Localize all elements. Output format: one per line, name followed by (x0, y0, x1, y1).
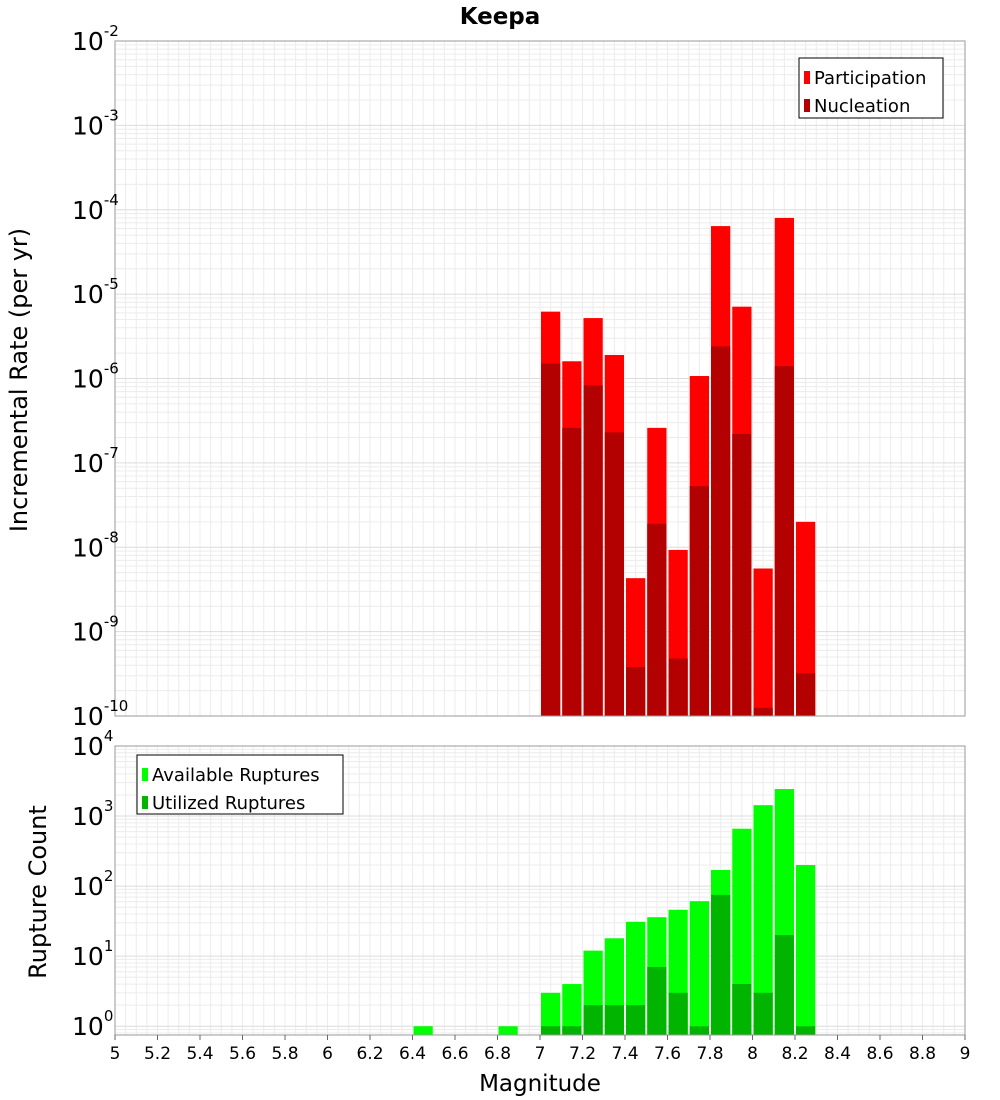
bar-nucleation (796, 673, 816, 716)
x-tick-label: 7.4 (611, 1044, 638, 1064)
bar-participation (796, 521, 816, 716)
bar-utilized-ruptures (583, 1005, 603, 1035)
y-tick-label: 10-6 (72, 360, 119, 394)
top-legend: Participation Nucleation (798, 57, 944, 119)
y-tick-label: 102 (72, 867, 113, 901)
bar-utilized-ruptures (626, 1005, 646, 1035)
top-y-axis-label: Incremental Rate (per yr) (5, 228, 33, 532)
bar-utilized-ruptures (562, 1026, 582, 1035)
bar-participation (753, 568, 773, 716)
x-tick-label: 6 (322, 1044, 333, 1064)
legend-label: Utilized Ruptures (152, 793, 305, 814)
y-tick-label: 10-7 (72, 444, 119, 478)
x-tick-label: 5.4 (186, 1044, 213, 1064)
top-plot-frame (114, 40, 966, 717)
y-tick-label: 10-2 (72, 22, 119, 56)
bar-utilized-ruptures (711, 894, 731, 1035)
x-tick-label: 6.6 (441, 1044, 468, 1064)
bottom-y-ticks: 104 103 102 101 100 (72, 727, 113, 1041)
y-tick-label: 100 (72, 1007, 113, 1041)
bottom-bars (413, 789, 816, 1035)
x-tick-label: 6.2 (356, 1044, 383, 1064)
legend-label: Participation (814, 68, 926, 89)
legend-label: Available Ruptures (152, 765, 320, 786)
bar-nucleation (732, 433, 752, 716)
chart-title: Keepa (460, 4, 541, 30)
bar-available-ruptures (796, 865, 816, 1035)
y-tick-label: 10-9 (72, 613, 119, 647)
y-tick-label: 10-8 (72, 528, 119, 562)
x-tick-label: 7.6 (654, 1044, 681, 1064)
y-tick-label: 103 (72, 797, 113, 831)
x-tick-label: 9 (960, 1044, 971, 1064)
x-tick-label: 8.4 (824, 1044, 851, 1064)
bar-available-ruptures (732, 828, 752, 1035)
x-tick-label: 8.8 (909, 1044, 936, 1064)
x-tick-label: 6.4 (399, 1044, 426, 1064)
x-tick-label: 8.6 (866, 1044, 893, 1064)
x-tick-label: 5.6 (229, 1044, 256, 1064)
y-tick-label: 104 (72, 727, 113, 761)
bar-nucleation (647, 523, 667, 716)
bar-nucleation (541, 363, 561, 716)
bottom-y-axis-label: Rupture Count (24, 805, 52, 979)
y-tick-label: 10-3 (72, 106, 119, 140)
bar-nucleation (626, 667, 646, 716)
bar-nucleation (604, 432, 624, 716)
bar-available-ruptures (689, 901, 709, 1035)
bar-available-ruptures (413, 1026, 433, 1035)
x-tick-label: 5.8 (271, 1044, 298, 1064)
y-tick-label: 10-10 (72, 697, 128, 731)
x-tick-label: 7 (535, 1044, 546, 1064)
bar-utilized-ruptures (604, 1005, 624, 1035)
top-bars (541, 217, 816, 716)
legend-label: Nucleation (814, 96, 910, 117)
top-gridlines (114, 40, 966, 717)
bar-nucleation (668, 658, 688, 716)
bar-available-ruptures (541, 992, 561, 1035)
x-tick-label: 7.2 (569, 1044, 596, 1064)
bar-available-ruptures (562, 984, 582, 1035)
x-ticks: 5 5.2 5.4 5.6 5.8 6 6.2 6.4 6.6 6.8 7 7.2 7.4 7.6 7.8 8… (110, 1035, 971, 1064)
bar-utilized-ruptures (774, 935, 794, 1035)
x-tick-label: 5.2 (144, 1044, 171, 1064)
y-tick-label: 10-5 (72, 275, 119, 309)
y-tick-label: 101 (72, 937, 113, 971)
legend-swatch (142, 796, 148, 809)
legend-swatch (804, 71, 810, 84)
x-axis-label: Magnitude (479, 1071, 601, 1097)
bar-utilized-ruptures (753, 992, 773, 1035)
bar-utilized-ruptures (732, 984, 752, 1035)
x-tick-label: 7.8 (696, 1044, 723, 1064)
x-tick-label: 6.8 (484, 1044, 511, 1064)
bar-available-ruptures (753, 805, 773, 1035)
legend-box (798, 57, 944, 119)
bar-utilized-ruptures (647, 967, 667, 1035)
bar-nucleation (774, 366, 794, 716)
bar-nucleation (562, 427, 582, 716)
bar-utilized-ruptures (796, 1026, 816, 1035)
bar-nucleation (753, 707, 773, 716)
bar-nucleation (689, 486, 709, 716)
bar-utilized-ruptures (689, 1026, 709, 1035)
x-tick-label: 8.2 (781, 1044, 808, 1064)
x-tick-label: 5 (110, 1044, 121, 1064)
bar-available-ruptures (498, 1026, 518, 1035)
x-tick-label: 8 (747, 1044, 758, 1064)
bar-nucleation (583, 385, 603, 716)
bottom-legend: Available Ruptures Utilized Ruptures (136, 754, 344, 815)
bar-utilized-ruptures (668, 992, 688, 1035)
bar-utilized-ruptures (541, 1026, 561, 1035)
bottom-gridlines (114, 745, 966, 1035)
legend-swatch (142, 768, 148, 781)
y-tick-label: 10-4 (72, 191, 119, 225)
top-y-ticks: 10-2 10-3 10-4 10-5 10-6 10-7 10-8 10-9 10-10 (72, 22, 128, 731)
legend-swatch (804, 99, 810, 112)
bar-nucleation (711, 346, 731, 716)
legend-box (136, 754, 344, 815)
